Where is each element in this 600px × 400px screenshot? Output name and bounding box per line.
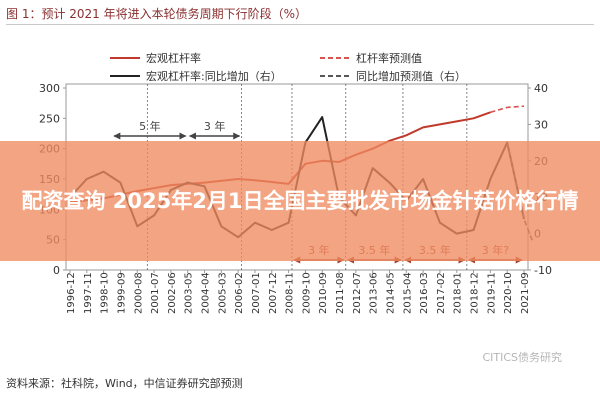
legend-label: 同比增加预测值（右） [356, 69, 466, 83]
x-tick-label: 2011-08 [335, 272, 346, 314]
x-tick-label: 2016-03 [419, 272, 430, 314]
x-tick-label: 2002-06 [167, 272, 178, 314]
x-tick-label: 2000-08 [133, 272, 144, 314]
legend-label: 杠杆率预测值 [356, 51, 422, 65]
x-tick-label: 2012-07 [352, 272, 363, 314]
y-left-tick-label: 300 [39, 82, 60, 95]
x-tick-label: 2013-06 [369, 272, 380, 314]
x-tick-label: 1997-11 [83, 272, 94, 314]
cycle-span-label: 3 年 [204, 119, 226, 133]
promo-banner[interactable]: 配资查询 2025年2月1日全国主要批发市场金针菇价格行情 [0, 141, 600, 261]
x-tick-label: 2006-02 [234, 272, 245, 314]
x-tick-label: 2005-03 [217, 272, 228, 314]
legend-label: 宏观杠杆率 [146, 51, 201, 65]
x-tick-label: 2008-11 [285, 272, 296, 314]
x-tick-label: 1996-12 [66, 272, 77, 314]
x-tick-label: 2018-01 [453, 272, 464, 314]
y-left-tick-label: 250 [39, 112, 60, 125]
x-tick-label: 2021-09 [520, 272, 531, 314]
x-tick-label: 2020-10 [503, 272, 514, 314]
x-tick-label: 2007-12 [268, 272, 279, 314]
y-right-tick-label: 30 [534, 118, 548, 131]
x-tick-label: 2007-01 [251, 272, 262, 314]
figure-source: 资料来源：社科院，Wind，中信证券研究部预测 [6, 377, 243, 390]
banner-headline[interactable]: 配资查询 2025年2月1日全国主要批发市场金针菇价格行情 [21, 189, 579, 213]
x-tick-label: 2010-09 [318, 272, 329, 314]
series-line [490, 105, 525, 114]
x-tick-label: 2009-10 [301, 272, 312, 314]
x-tick-label: 2015-04 [402, 272, 413, 314]
x-tick-label: 2014-05 [385, 272, 396, 314]
x-tick-label: 2003-05 [184, 272, 195, 314]
x-tick-label: 2017-02 [436, 272, 447, 314]
figure-title: 图 1：预计 2021 年将进入本轮债务周期下行阶段（%） [6, 4, 594, 25]
x-tick-label: 2019-11 [486, 272, 497, 314]
x-tick-label: 1998-10 [100, 272, 111, 314]
legend-label: 宏观杠杆率:同比增加（右） [146, 69, 282, 83]
x-tick-label: 2001-07 [150, 272, 161, 314]
x-tick-label: 2018-12 [470, 272, 481, 314]
watermark: CITICS债务研究 [482, 351, 562, 364]
x-tick-label: 1999-09 [116, 272, 127, 314]
y-right-tick-label: -10 [534, 264, 552, 277]
y-right-tick-label: 40 [534, 82, 548, 95]
y-left-tick-label: 0 [53, 264, 60, 277]
x-tick-label: 2004-04 [201, 272, 212, 314]
cycle-span-label: 5 年 [139, 119, 161, 133]
